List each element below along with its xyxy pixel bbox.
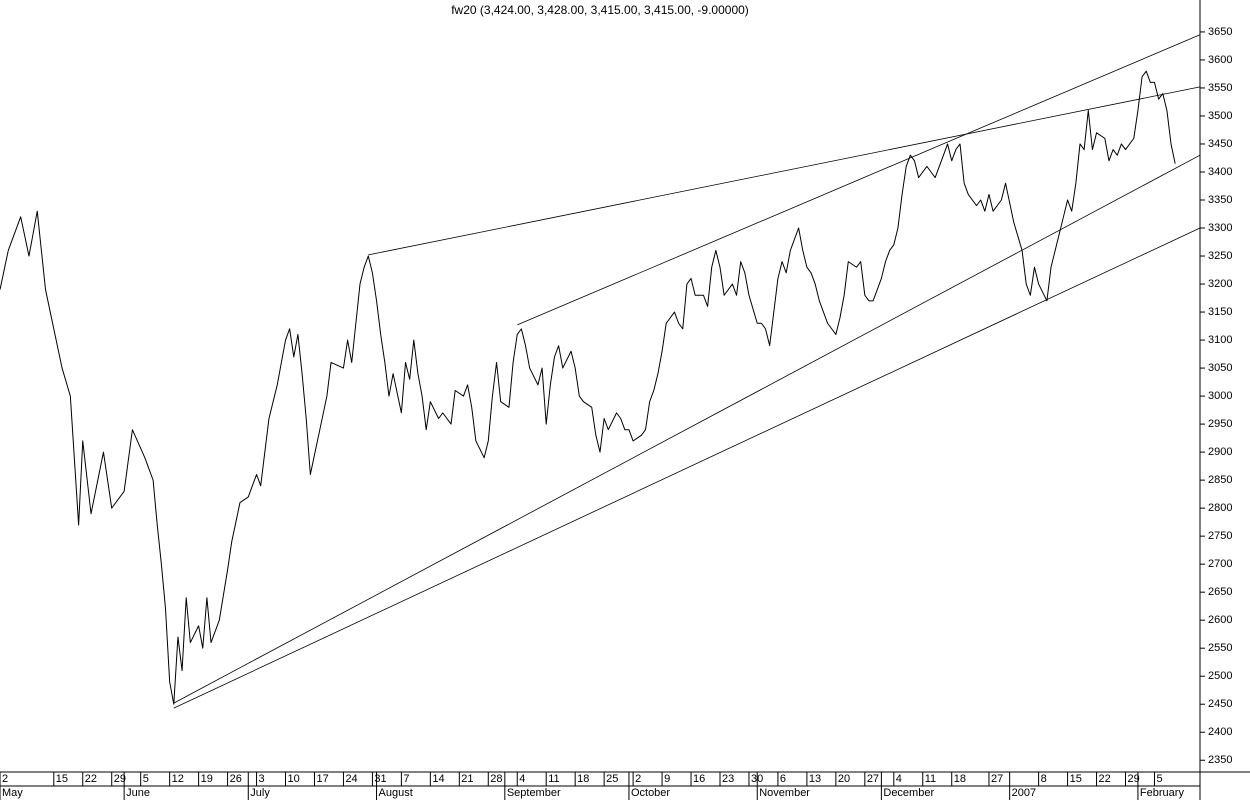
x-tick-label: 27 xyxy=(867,773,879,785)
x-tick-label: 4 xyxy=(896,773,902,785)
y-tick-label: 2700 xyxy=(1208,558,1232,570)
x-tick-label: 11 xyxy=(548,773,559,785)
x-tick-label: 19 xyxy=(201,773,213,785)
trend-line xyxy=(173,154,1201,704)
x-tick-label: 28 xyxy=(490,773,502,785)
y-tick-label: 2500 xyxy=(1208,670,1232,682)
y-tick-label: 3100 xyxy=(1208,334,1232,346)
chart-title: fw20 (3,424.00, 3,428.00, 3,415.00, 3,41… xyxy=(451,3,749,17)
month-label: February xyxy=(1140,787,1185,799)
month-label: October xyxy=(631,787,670,799)
trend-line xyxy=(517,34,1201,326)
y-tick-label: 3150 xyxy=(1208,306,1232,318)
y-tick-label: 3650 xyxy=(1208,26,1232,38)
month-label: 2007 xyxy=(1012,787,1036,799)
x-tick-label: 26 xyxy=(230,773,242,785)
x-tick-label: 10 xyxy=(288,773,300,785)
y-tick-label: 3600 xyxy=(1208,54,1232,66)
month-label: September xyxy=(507,787,561,799)
x-tick-label: 18 xyxy=(577,773,589,785)
y-tick-label: 2750 xyxy=(1208,530,1232,542)
x-tick-label: 25 xyxy=(606,773,618,785)
x-tick-label: 18 xyxy=(954,773,966,785)
x-tick-label: 24 xyxy=(345,773,357,785)
y-tick-label: 2900 xyxy=(1208,446,1232,458)
y-tick-label: 2950 xyxy=(1208,418,1232,430)
y-tick-label: 2450 xyxy=(1208,698,1232,710)
x-tick-label: 3 xyxy=(259,773,265,785)
month-label: May xyxy=(2,787,23,799)
y-tick-label: 2350 xyxy=(1208,754,1232,766)
x-tick-label: 27 xyxy=(991,773,1003,785)
x-tick-label: 8 xyxy=(1041,773,1047,785)
x-tick-label: 7 xyxy=(403,773,409,785)
x-tick-label: 2 xyxy=(2,773,8,785)
y-tick-label: 3000 xyxy=(1208,390,1232,402)
x-tick-label: 16 xyxy=(693,773,705,785)
month-label: August xyxy=(379,787,413,799)
trend-line xyxy=(173,227,1201,709)
y-tick-label: 2650 xyxy=(1208,586,1232,598)
x-tick-label: 21 xyxy=(461,773,473,785)
y-tick-label: 2850 xyxy=(1208,474,1232,486)
y-tick-label: 2400 xyxy=(1208,726,1232,738)
x-tick-label: 29 xyxy=(114,773,126,785)
x-tick-label: 2 xyxy=(635,773,641,785)
y-tick-label: 2600 xyxy=(1208,614,1232,626)
y-tick-label: 2800 xyxy=(1208,502,1232,514)
y-tick-label: 3550 xyxy=(1208,82,1232,94)
x-tick-label: 15 xyxy=(56,773,68,785)
x-tick-label: 14 xyxy=(432,773,444,785)
y-tick-label: 3300 xyxy=(1208,222,1232,234)
x-tick-label: 11 xyxy=(925,773,936,785)
month-label: December xyxy=(883,787,934,799)
y-tick-label: 3400 xyxy=(1208,166,1232,178)
y-tick-label: 3450 xyxy=(1208,138,1232,150)
month-label: July xyxy=(250,787,270,799)
x-tick-label: 12 xyxy=(172,773,184,785)
x-tick-label: 13 xyxy=(809,773,821,785)
x-tick-label: 29 xyxy=(1128,773,1140,785)
x-tick-label: 23 xyxy=(722,773,734,785)
x-tick-label: 17 xyxy=(316,773,328,785)
month-label: June xyxy=(126,787,150,799)
x-tick-label: 9 xyxy=(664,773,670,785)
y-tick-label: 3250 xyxy=(1208,250,1232,262)
x-tick-label: 22 xyxy=(1099,773,1111,785)
x-tick-label: 15 xyxy=(1070,773,1082,785)
y-tick-label: 3200 xyxy=(1208,278,1232,290)
y-tick-label: 2550 xyxy=(1208,642,1232,654)
y-tick-label: 3350 xyxy=(1208,194,1232,206)
x-tick-label: 5 xyxy=(143,773,149,785)
x-tick-label: 4 xyxy=(519,773,525,785)
y-tick-label: 3500 xyxy=(1208,110,1232,122)
x-tick-label: 6 xyxy=(780,773,786,785)
price-line xyxy=(0,70,1176,705)
month-label: November xyxy=(759,787,810,799)
x-tick-label: 31 xyxy=(374,773,386,785)
trend-line xyxy=(368,86,1201,256)
x-tick-label: 5 xyxy=(1156,773,1162,785)
x-tick-label: 22 xyxy=(85,773,97,785)
x-tick-label: 20 xyxy=(838,773,850,785)
y-tick-label: 3050 xyxy=(1208,362,1232,374)
